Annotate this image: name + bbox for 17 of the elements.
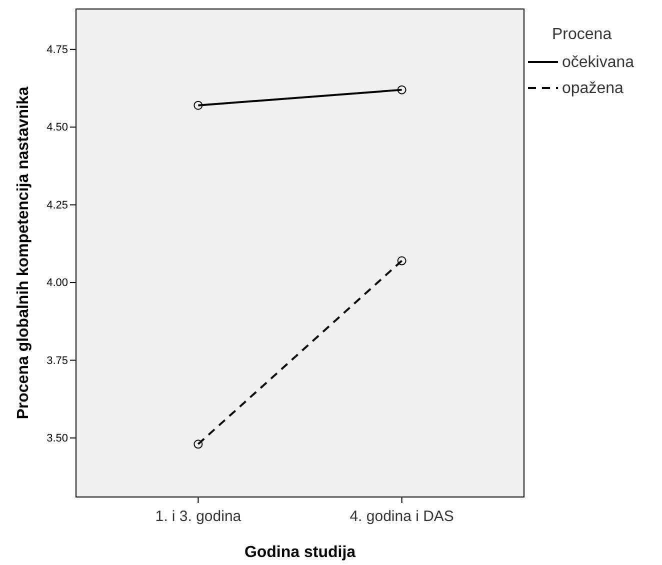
y-tick-label: 3.75 — [46, 354, 68, 367]
x-tick-label: 4. godina i DAS — [350, 508, 454, 525]
y-tick-label: 4.50 — [46, 122, 68, 134]
point — [397, 256, 406, 266]
y-tick-label: 4.25 — [46, 199, 68, 212]
point — [397, 85, 406, 94]
y-tick-label: 3.50 — [46, 432, 68, 444]
legend-label: očekivana — [562, 54, 634, 71]
y-tick-label: 4.75 — [46, 44, 68, 56]
x-tick-label: 1. i 3. godina — [155, 508, 242, 525]
y-tick-label: 4.00 — [46, 277, 68, 290]
legend-title: Procena — [552, 26, 612, 43]
y-axis-title: Procena globalnih kompetencija nastavnika — [15, 86, 32, 420]
x-axis-title: Godina studija — [244, 544, 356, 561]
legend-label: opažena — [562, 80, 624, 97]
point — [194, 100, 203, 110]
point — [194, 440, 203, 449]
